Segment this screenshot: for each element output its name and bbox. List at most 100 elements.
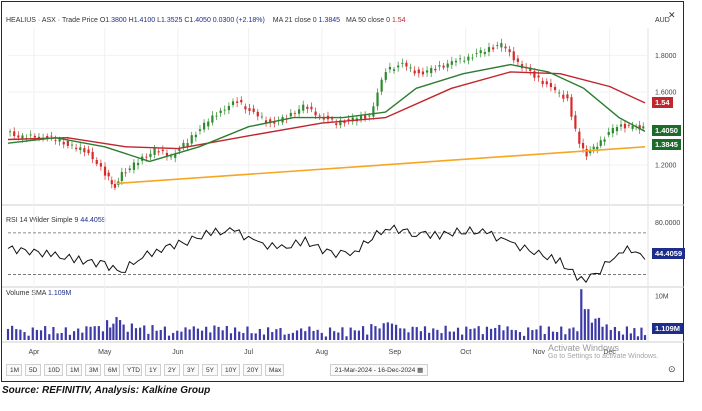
candle-body-127 [529,67,532,71]
volume-bar-71 [295,330,299,340]
candle-body-64 [269,119,272,124]
rsi-label: RSI 14 Wilder Simple 9 [6,217,79,224]
volume-bar-112 [465,326,468,340]
volume-bar-157 [643,335,647,340]
candle-body-136 [566,94,569,99]
candle-body-94 [392,69,396,71]
volume-bar-93 [386,322,389,340]
candle-body-30 [128,168,131,171]
candle-body-71 [297,109,301,114]
candle-body-113 [471,57,474,59]
volume-bar-3 [19,329,22,340]
candle-body-101 [421,71,425,75]
volume-bar-131 [543,333,546,340]
candle-body-75 [314,111,317,116]
range-button-1m-3[interactable]: 1M [66,364,82,376]
candle-body-100 [417,69,420,74]
volume-bar-42 [176,330,179,340]
volume-bar-36 [151,325,154,340]
candle-body-34 [145,156,148,158]
symbol[interactable]: HEALIUS [6,17,36,24]
volume-bar-117 [485,326,489,340]
volume-bar-111 [461,334,464,340]
volume-bar-52 [217,326,220,340]
volume-bar-8 [39,330,43,340]
currency-label: AUD [655,17,670,24]
candle-body-74 [310,106,313,110]
range-button-3y-9[interactable]: 3Y [183,364,199,376]
volume-bar-142 [587,309,590,340]
volume-bar-64 [267,327,270,340]
candle-body-25 [110,180,113,185]
range-button-1y-7[interactable]: 1Y [145,364,161,376]
volume-bar-133 [551,331,555,340]
candle-body-57 [240,99,243,103]
volume-bar-108 [448,331,451,340]
price-header: HEALIUS · ASX · Trade Price O1.3800 H1.4… [6,17,406,24]
volume-bar-49 [205,326,208,340]
volume-bar-88 [366,334,369,340]
volume-bar-81 [337,332,340,340]
range-button-ytd-6[interactable]: YTD [123,364,142,376]
candle-body-133 [553,86,557,91]
range-button-5d-1[interactable]: 5D [25,364,41,376]
range-button-20y-12[interactable]: 20Y [243,364,262,376]
range-button-10d-2[interactable]: 10D [44,364,63,376]
volume-bar-17 [77,328,80,340]
range-button-max-13[interactable]: Max [265,364,284,376]
volume-bar-107 [444,325,447,340]
range-button-6m-5[interactable]: 6M [104,364,120,376]
candle-body-135 [562,94,565,99]
volume-bar-138 [572,327,575,340]
candle-body-95 [397,65,400,68]
volume-bar-44 [184,327,187,340]
volume-bar-123 [510,329,513,340]
range-button-3m-4[interactable]: 3M [85,364,101,376]
volume-bar-145 [597,317,601,340]
rsi-tag: 44.4059 [652,248,686,259]
volume-bar-43 [180,331,183,340]
candle-body-130 [541,80,544,85]
candle-body-9 [46,135,49,139]
candle-body-87 [364,115,367,119]
volume-bar-22 [97,326,100,340]
candle-body-55 [231,101,235,105]
volume-bar-77 [320,332,323,340]
candle-body-82 [343,121,346,124]
date-range-picker[interactable]: 21-Mar-2024 - 16-Dec-2024 ▦ [330,364,428,376]
last-price-tag: 1.4050 [652,125,681,136]
candle-body-152 [627,124,630,126]
volume-bar-106 [440,333,443,340]
watermark-sub: Go to Settings to activate Windows. [548,353,659,360]
candle-body-48 [203,122,206,130]
candle-body-63 [264,120,268,123]
volume-bar-9 [44,326,47,340]
candle-body-114 [475,52,478,54]
volume-bar-39 [163,326,166,340]
candle-body-98 [409,67,412,69]
source-caption: Source: REFINITIV, Analysis: Kalkine Gro… [2,385,211,396]
volume-bar-84 [349,327,352,340]
candle-body-148 [611,127,614,134]
candle-body-0 [8,131,12,133]
candle-body-46 [194,134,197,138]
volume-bar-83 [345,336,348,340]
settings-icon[interactable]: ⊙ [668,364,676,374]
rsi-line [7,224,646,284]
candle-body-90 [376,92,379,107]
volume-bar-134 [556,331,559,340]
trendline [116,146,646,185]
range-button-5y-10[interactable]: 5Y [202,364,218,376]
volume-bar-136 [564,334,567,340]
range-button-1m-0[interactable]: 1M [6,364,22,376]
range-button-10y-11[interactable]: 10Y [221,364,240,376]
close-icon[interactable]: ✕ [668,10,676,20]
range-button-2y-8[interactable]: 2Y [164,364,180,376]
x-tick-jul: Jul [244,349,253,356]
volume-bar-115 [477,326,480,340]
calendar-icon: ▦ [417,367,424,374]
volume-bar-87 [361,326,365,340]
candle-body-59 [248,108,251,111]
volume-bar-31 [130,323,133,340]
candle-body-62 [260,116,264,118]
